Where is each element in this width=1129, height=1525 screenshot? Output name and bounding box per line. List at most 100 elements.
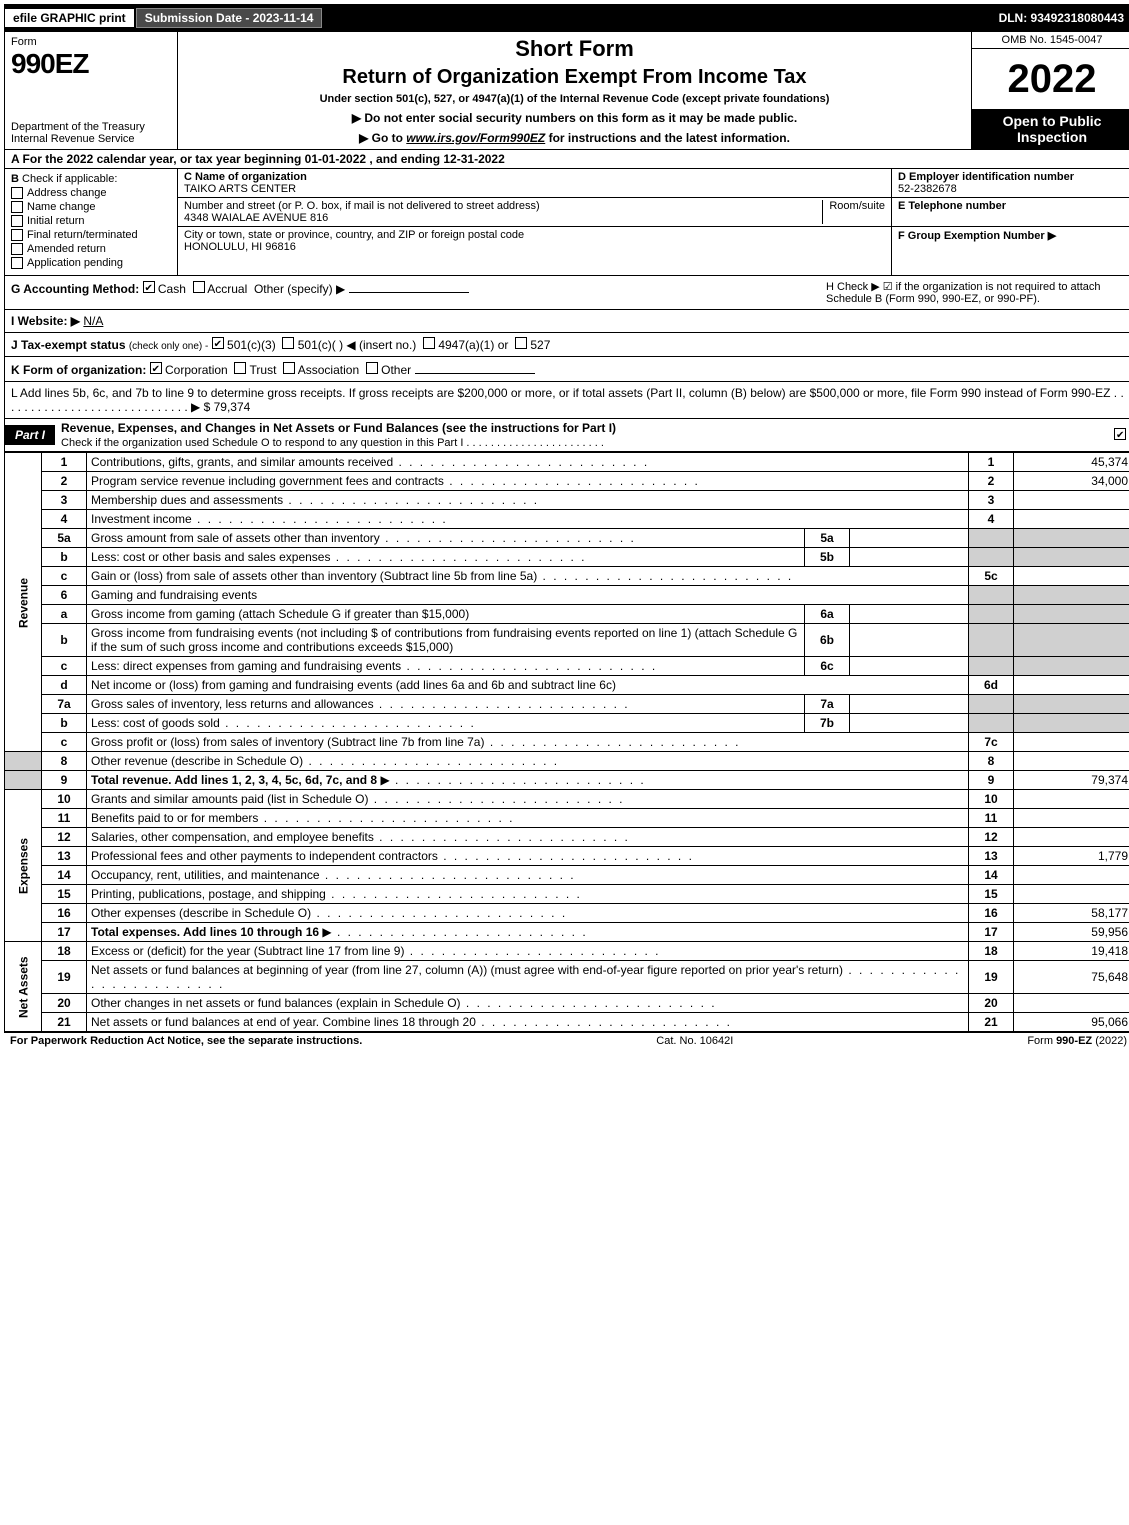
checkbox-name[interactable] <box>11 201 23 213</box>
line-num: 4 <box>42 510 87 529</box>
checkbox-final[interactable] <box>11 229 23 241</box>
line-desc: Gross amount from sale of assets other t… <box>87 529 805 548</box>
line-rnum: 6d <box>969 676 1014 695</box>
sub-amt <box>850 624 969 657</box>
line-desc: Gross income from fundraising events (no… <box>87 624 805 657</box>
line-num: 10 <box>42 790 87 809</box>
shade-cell <box>1014 695 1129 714</box>
dln-number: DLN: 93492318080443 <box>991 9 1129 27</box>
efile-button[interactable]: efile GRAPHIC print <box>5 9 136 27</box>
table-row: cGross profit or (loss) from sales of in… <box>5 733 1129 752</box>
checkbox-amended[interactable] <box>11 243 23 255</box>
line-rnum: 10 <box>969 790 1014 809</box>
part1-header: Part I Revenue, Expenses, and Changes in… <box>4 419 1129 452</box>
line-amt <box>1014 491 1129 510</box>
line-num: 3 <box>42 491 87 510</box>
line-desc: Net income or (loss) from gaming and fun… <box>87 676 969 695</box>
line-num: 5a <box>42 529 87 548</box>
j-501c3: 501(c)(3) <box>227 338 276 352</box>
section-a: A For the 2022 calendar year, or tax yea… <box>4 150 1129 169</box>
line-num: 18 <box>42 942 87 961</box>
goto-line: ▶ Go to www.irs.gov/Form990EZ for instru… <box>186 131 963 145</box>
checkbox-501c[interactable] <box>282 337 294 349</box>
section-gh: G Accounting Method: Cash Accrual Other … <box>4 276 1129 310</box>
section-h: H Check ▶ ☑ if the organization is not r… <box>826 280 1126 305</box>
g-accrual: Accrual <box>207 282 247 296</box>
k-assoc: Association <box>298 363 359 377</box>
l-text: L Add lines 5b, 6c, and 7b to line 9 to … <box>11 386 1110 400</box>
line-desc: Total revenue. Add lines 1, 2, 3, 4, 5c,… <box>87 771 969 790</box>
shade-cell <box>1014 624 1129 657</box>
k-trust: Trust <box>250 363 277 377</box>
shade-cell <box>969 657 1014 676</box>
ein-label: D Employer identification number <box>898 171 1126 183</box>
sub-amt <box>850 529 969 548</box>
table-row: 3Membership dues and assessments3 <box>5 491 1129 510</box>
line-amt: 79,374 <box>1014 771 1129 790</box>
sub-label: 6a <box>805 605 850 624</box>
part1-checkline: Check if the organization used Schedule … <box>61 437 604 449</box>
section-b: B Check if applicable: Address change Na… <box>5 169 178 275</box>
b-item-1: Name change <box>27 201 96 213</box>
line-rnum: 11 <box>969 809 1014 828</box>
line-rnum: 13 <box>969 847 1014 866</box>
sub-label: 5a <box>805 529 850 548</box>
line-num: a <box>42 605 87 624</box>
shade-cell <box>969 605 1014 624</box>
checkbox-assoc[interactable] <box>283 362 295 374</box>
checkbox-501c3[interactable] <box>212 337 224 349</box>
sub-amt <box>850 605 969 624</box>
g-other-blank[interactable] <box>349 280 469 293</box>
line-amt <box>1014 790 1129 809</box>
irs-link[interactable]: www.irs.gov/Form990EZ <box>406 131 545 145</box>
b-item-3: Final return/terminated <box>27 229 138 241</box>
checkbox-accrual[interactable] <box>193 281 205 293</box>
checkbox-initial[interactable] <box>11 215 23 227</box>
shade-cell <box>969 624 1014 657</box>
line-desc: Gross sales of inventory, less returns a… <box>87 695 805 714</box>
expenses-vlabel: Expenses <box>5 790 42 942</box>
line-rnum: 18 <box>969 942 1014 961</box>
section-l: L Add lines 5b, 6c, and 7b to line 9 to … <box>4 382 1129 419</box>
checkbox-cash[interactable] <box>143 281 155 293</box>
org-name-label: C Name of organization <box>184 171 885 183</box>
table-row: 21Net assets or fund balances at end of … <box>5 1013 1129 1032</box>
line-desc: Total expenses. Add lines 10 through 16 … <box>87 923 969 942</box>
line-num: 6 <box>42 586 87 605</box>
g-other: Other (specify) ▶ <box>254 282 345 296</box>
line-num: 13 <box>42 847 87 866</box>
checkbox-address[interactable] <box>11 187 23 199</box>
city-value: HONOLULU, HI 96816 <box>184 241 885 253</box>
sub-amt <box>850 714 969 733</box>
line-desc: Contributions, gifts, grants, and simila… <box>87 453 969 472</box>
line-amt: 34,000 <box>1014 472 1129 491</box>
table-row: 19Net assets or fund balances at beginni… <box>5 961 1129 994</box>
checkbox-trust[interactable] <box>234 362 246 374</box>
sub-label: 5b <box>805 548 850 567</box>
group-label: F Group Exemption Number ▶ <box>898 229 1126 242</box>
checkbox-sched-o[interactable] <box>1114 428 1126 440</box>
line-amt <box>1014 828 1129 847</box>
line-amt <box>1014 676 1129 695</box>
line-amt: 95,066 <box>1014 1013 1129 1032</box>
checkbox-pending[interactable] <box>11 257 23 269</box>
line-rnum: 5c <box>969 567 1014 586</box>
form-label: Form <box>11 36 171 48</box>
table-row: 6Gaming and fundraising events <box>5 586 1129 605</box>
k-other-blank[interactable] <box>415 361 535 374</box>
section-def: D Employer identification number 52-2382… <box>892 169 1129 275</box>
line-desc: Net assets or fund balances at end of ye… <box>87 1013 969 1032</box>
short-form-title: Short Form <box>186 36 963 62</box>
revenue-vlabel: Revenue <box>5 453 42 752</box>
info-row: B Check if applicable: Address change Na… <box>4 169 1129 276</box>
checkbox-corp[interactable] <box>150 362 162 374</box>
part1-schedule-o-check <box>1114 428 1129 443</box>
line-amt: 45,374 <box>1014 453 1129 472</box>
checkbox-527[interactable] <box>515 337 527 349</box>
city-label: City or town, state or province, country… <box>184 229 885 241</box>
top-bar: efile GRAPHIC print Submission Date - 20… <box>4 4 1129 32</box>
checkbox-4947[interactable] <box>423 337 435 349</box>
checkbox-other[interactable] <box>366 362 378 374</box>
shade-cell <box>1014 548 1129 567</box>
line-desc: Membership dues and assessments <box>87 491 969 510</box>
